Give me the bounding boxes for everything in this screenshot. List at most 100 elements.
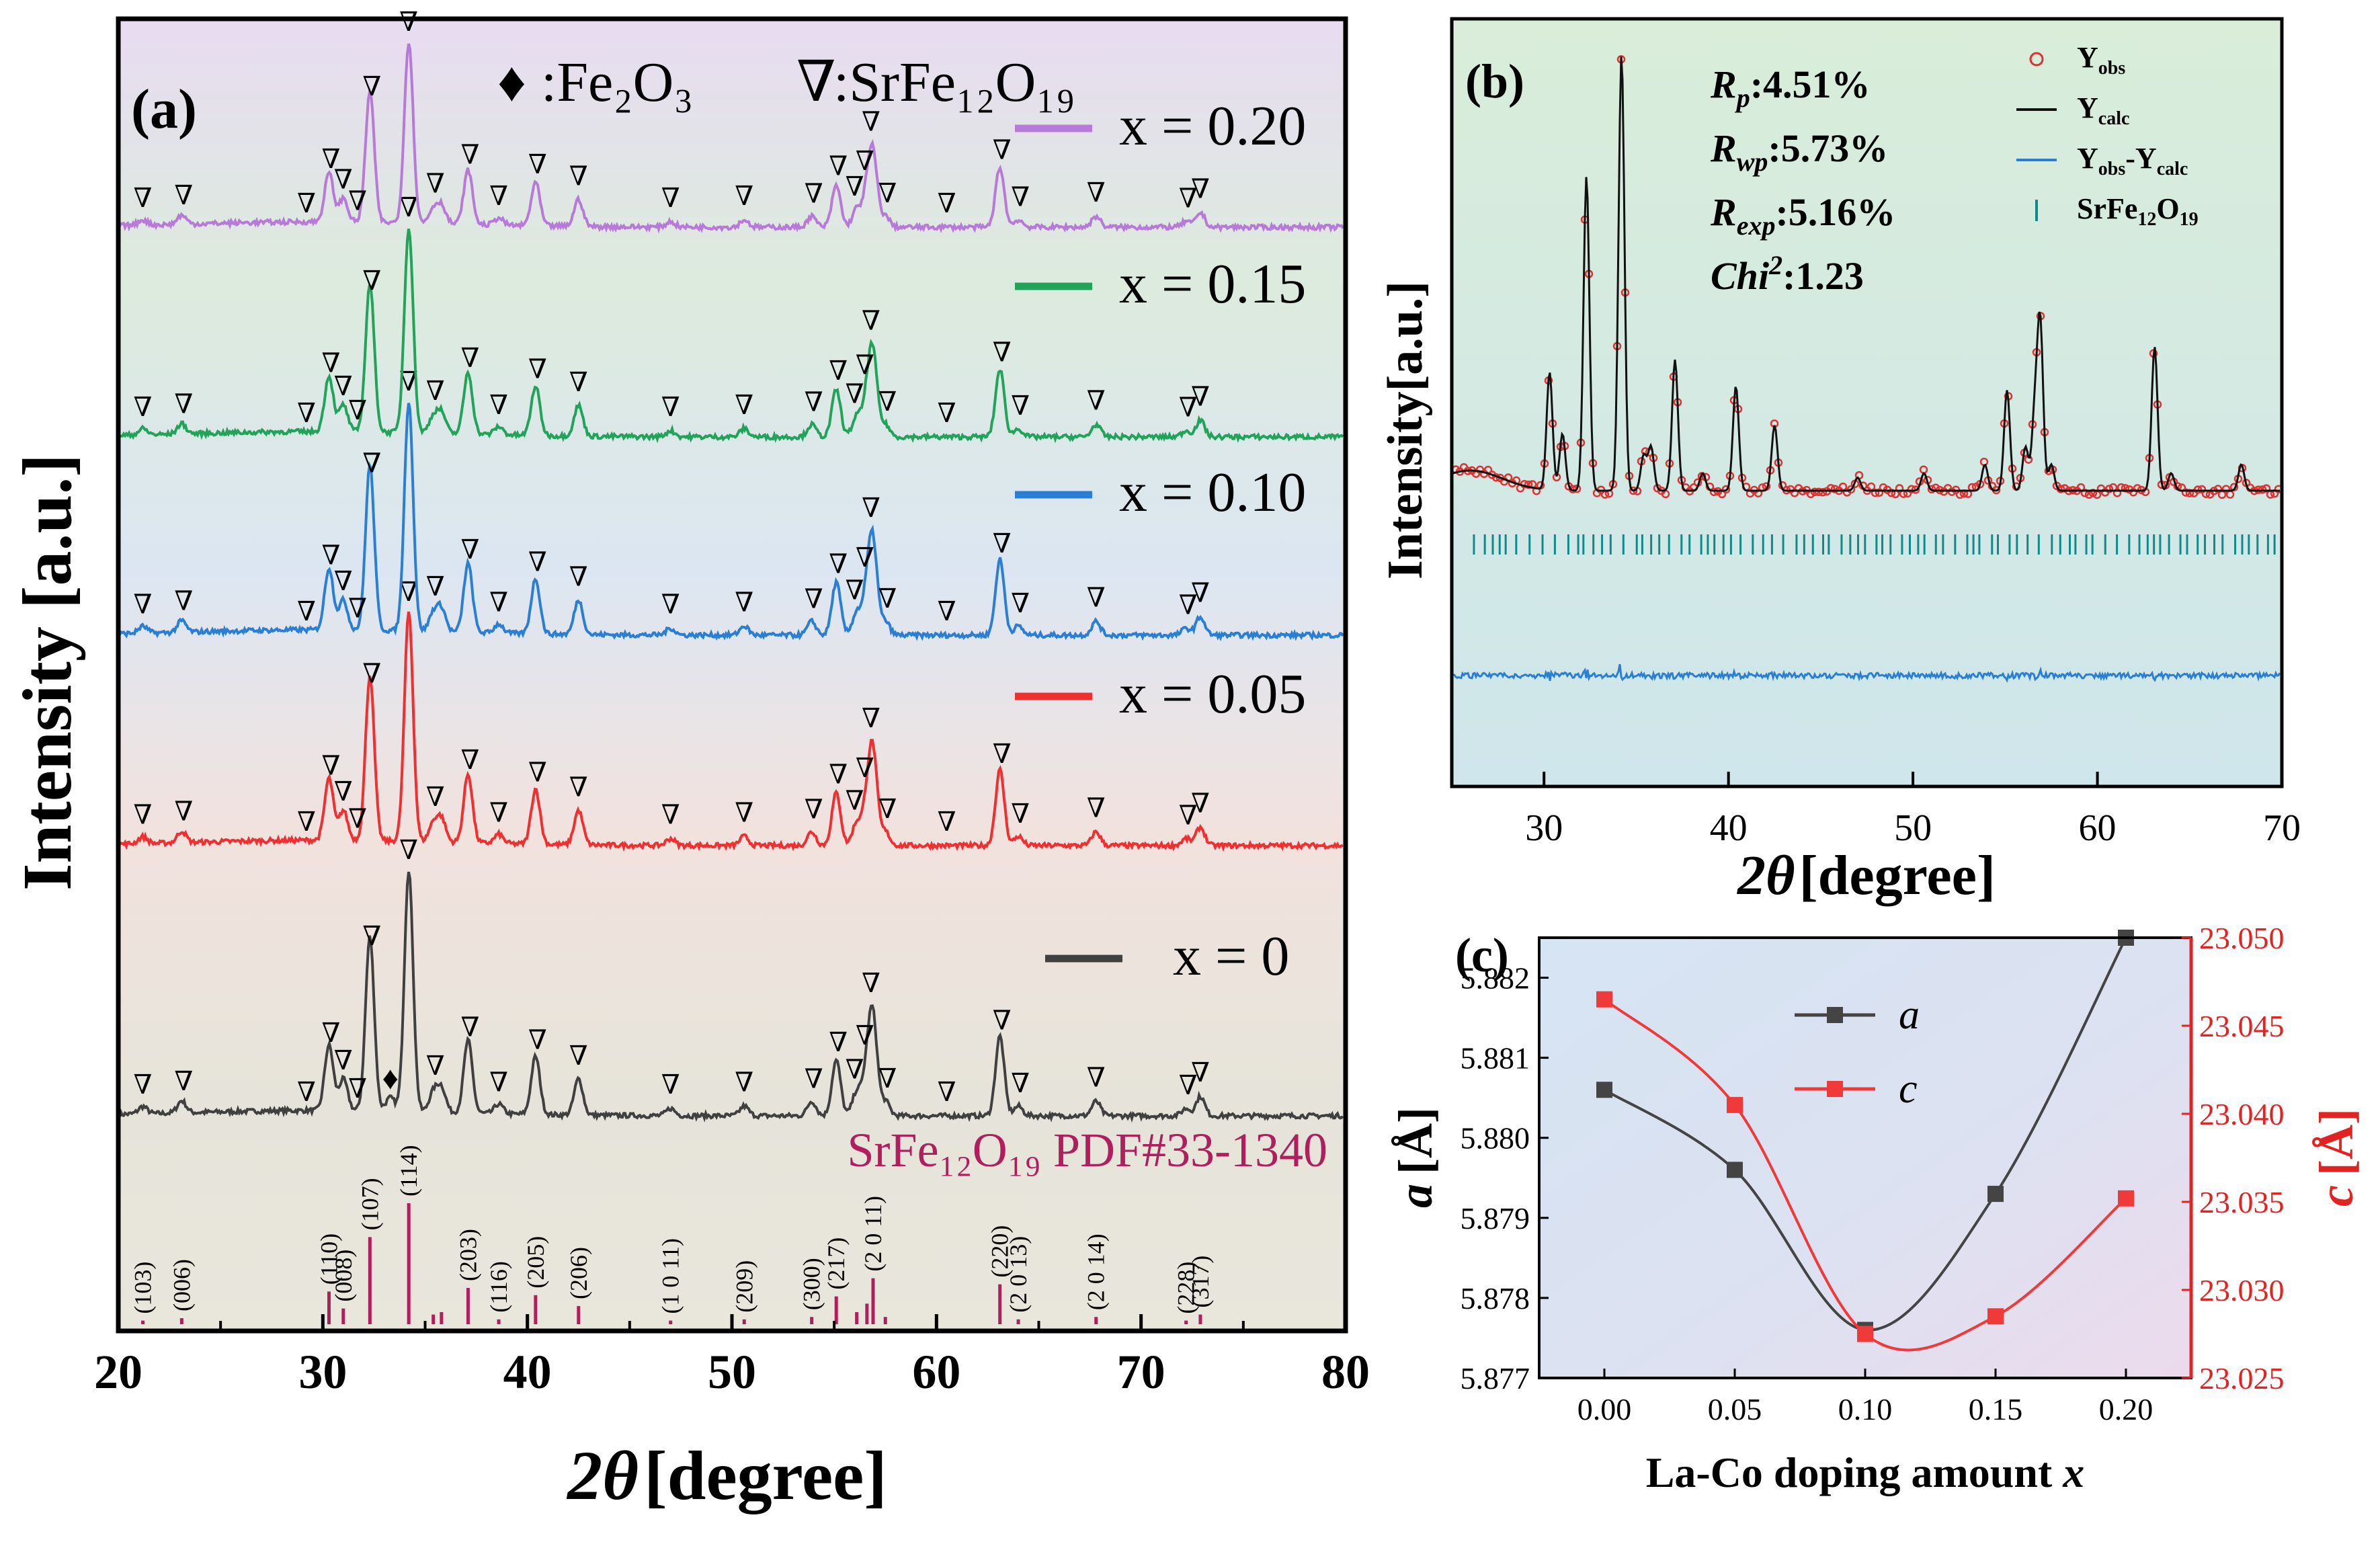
panel-a-phase-legend: ♦ :Fe₂O₃ ∇ :SrFe₁₂O₁₉ <box>497 51 1075 114</box>
legend-label: a <box>1899 992 1920 1038</box>
peak-marker: ∇ <box>1179 590 1198 620</box>
yobs-point <box>2112 489 2122 497</box>
peak-marker: ∇ <box>399 192 418 222</box>
peak-marker: ∇ <box>399 577 418 607</box>
peak-marker: ∇ <box>1179 1070 1198 1100</box>
legend-sub: obs <box>2098 159 2126 179</box>
x-tick-label: 0.20 <box>2099 1392 2153 1426</box>
panel-c-legend: ac <box>1795 992 1920 1112</box>
peak-marker: ∇ <box>661 1069 680 1100</box>
right-tick-label: 23.050 <box>2199 921 2285 955</box>
peak-marker: ∇ <box>878 583 897 614</box>
peak-marker: ∇ <box>362 659 381 689</box>
peak-marker: ∇ <box>862 968 880 998</box>
legend-marker <box>2029 52 2044 67</box>
stat-value: :1.23 <box>1782 254 1864 298</box>
yobs-point <box>1810 487 1819 497</box>
peak-marker: ∇ <box>1011 181 1030 212</box>
srfe12o19-label: :SrFe₁₂O₁₉ <box>833 51 1075 114</box>
yobs-point <box>1907 485 1916 494</box>
hkl-label: (217) <box>823 1237 850 1290</box>
x-tick-label: 30 <box>298 1345 347 1399</box>
yobs-point <box>2104 485 2114 493</box>
peak-marker: ∇ <box>426 782 445 812</box>
panel-b-frame <box>1450 17 2284 788</box>
peak-marker: ∇ <box>829 1027 848 1057</box>
ycalc-line <box>1452 56 2280 492</box>
legend-sub2: 19 <box>2180 209 2199 230</box>
peak-marker: ∇ <box>856 542 874 573</box>
panel-b-x-axis-label: 2θ[degree] <box>1736 844 1996 907</box>
peak-marker: ∇ <box>735 797 753 827</box>
refinement-stats: Rp:4.51%Rwp:5.73%Rexp:5.16%Chi2:1.23 <box>1710 63 1895 298</box>
peak-marker: ∇ <box>460 745 479 775</box>
peak-marker: ∇ <box>805 387 823 417</box>
peak-marker: ∇ <box>399 835 418 865</box>
peak-marker: ∇ <box>134 800 153 830</box>
x-tick-label: 80 <box>1321 1345 1370 1399</box>
x-tick-label: 0.10 <box>1838 1392 1893 1426</box>
peak-marker: ∇ <box>829 151 848 181</box>
peak-marker: ∇ <box>856 753 874 783</box>
peak-marker: ∇ <box>878 387 897 417</box>
legend-main: Y <box>2077 142 2098 175</box>
legend-mid: -Y <box>2125 142 2156 175</box>
peak-marker: ∇ <box>362 266 381 296</box>
legend-label: Yobs-Ycalc <box>2077 142 2188 179</box>
peak-marker: ∇ <box>489 390 508 420</box>
left-tick-label: 5.880 <box>1461 1121 1530 1155</box>
peak-marker: ∇ <box>661 183 680 213</box>
peak-marker: ∇ <box>297 398 316 428</box>
lattice-point <box>2118 1190 2134 1207</box>
stat-value: :5.73% <box>1768 126 1888 170</box>
xrd-series-line <box>118 43 1344 234</box>
yobs-point <box>1572 484 1582 493</box>
xrd-series-line <box>118 229 1344 444</box>
panel-a-x-axis-unit: [degree] <box>644 1437 887 1514</box>
panel-b-background <box>1452 19 2282 786</box>
yobs-point <box>1846 485 1856 494</box>
legend-main: Y <box>2077 91 2098 124</box>
hkl-label: (203) <box>454 1229 481 1281</box>
peak-marker: ∇ <box>528 354 547 384</box>
peak-marker: ∇ <box>856 146 874 176</box>
peak-marker: ∇ <box>134 392 153 422</box>
panel-c-x-axis-var: x <box>2062 1449 2084 1496</box>
stat-value: :5.16% <box>1775 190 1895 234</box>
peak-marker: ∇ <box>426 169 445 199</box>
peak-marker: ∇ <box>489 181 508 211</box>
peak-marker: ∇ <box>856 350 874 380</box>
legend-sub2: calc <box>2157 159 2188 179</box>
yobs-point <box>1947 487 1957 496</box>
yobs-point <box>1790 489 1799 497</box>
panel-c-left-axis-label: a [Å] <box>1389 1107 1442 1208</box>
legend-label: x = 0.15 <box>1119 253 1306 315</box>
peak-marker: ∇ <box>334 165 353 195</box>
lattice-point <box>1987 1186 2004 1203</box>
panel-c-label: (c) <box>1455 928 1509 982</box>
hkl-label: (008) <box>330 1250 357 1302</box>
left-tick-label: 5.878 <box>1461 1281 1530 1315</box>
peak-marker: ∇ <box>297 596 316 626</box>
panel-b-x-axis-theta: 2θ <box>1736 844 1795 907</box>
left-tick-label: 5.882 <box>1461 961 1530 996</box>
peak-marker: ∇ <box>735 1067 753 1098</box>
peak-marker: ∇ <box>569 161 588 192</box>
panel-b-y-axis-label: Intensity[a.u.] <box>1378 281 1433 579</box>
hkl-label: (103) <box>130 1262 157 1314</box>
peak-marker: ∇ <box>174 389 193 419</box>
yobs-point <box>1830 485 1840 493</box>
peak-marker: ∇ <box>1191 173 1210 204</box>
peak-marker: ∇ <box>348 593 367 623</box>
peak-marker: ∇ <box>460 534 479 565</box>
yobs-point <box>2080 489 2090 497</box>
legend-sub: calc <box>2098 108 2130 129</box>
panel-c-plot-group <box>1596 930 2134 1352</box>
legend-label: x = 0 <box>1173 925 1289 987</box>
right-tick-label: 23.035 <box>2199 1185 2285 1219</box>
srfe12o19-symbol: ∇ <box>796 51 836 114</box>
peak-marker: ∇ <box>528 149 547 179</box>
peak-marker: ∇ <box>489 587 508 617</box>
panel-a-reference-group: (103) (006) (110)(008) (107) (114) (203)(116)… <box>130 1145 1214 1324</box>
